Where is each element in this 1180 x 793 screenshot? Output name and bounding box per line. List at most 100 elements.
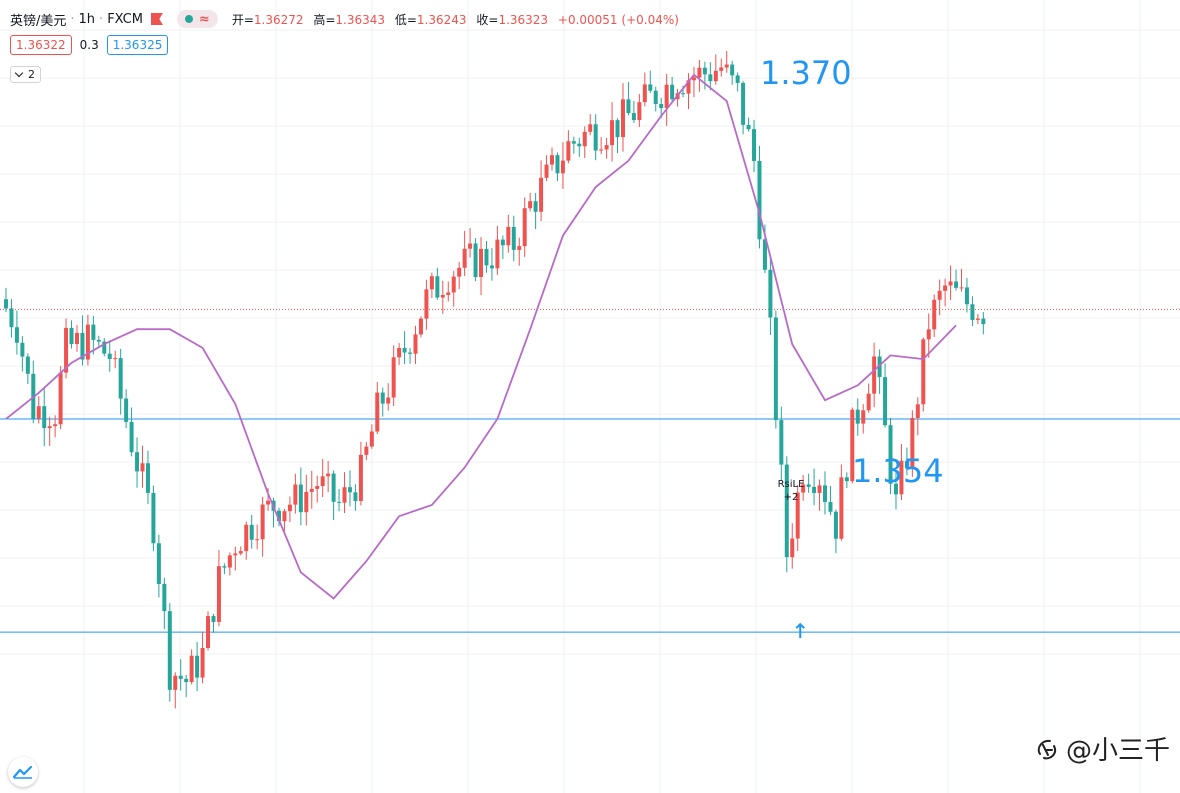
candle-body	[69, 327, 74, 345]
candle-body	[145, 463, 150, 493]
candle-body	[937, 290, 942, 300]
candle-body	[200, 648, 205, 678]
chart-header: 英镑/美元 · 1h · FXCM ≈ 开=1.36272 高=1.36343 …	[10, 9, 685, 29]
candlestick-series	[4, 50, 986, 709]
candle-body	[238, 551, 243, 554]
candle-body	[326, 473, 331, 477]
signal-label: RsiLE +2	[770, 478, 812, 504]
candle-body	[790, 538, 795, 558]
rsi-signal-marker	[795, 622, 805, 639]
candle-body	[484, 248, 489, 266]
market-open-icon	[184, 15, 193, 23]
candle-body	[975, 318, 980, 320]
candle-body	[402, 348, 407, 353]
candle-body	[773, 317, 778, 421]
candle-body	[730, 64, 735, 76]
candle-body	[331, 473, 336, 502]
candle-body	[735, 75, 740, 83]
candle-body	[697, 67, 702, 78]
candle-body	[593, 124, 598, 151]
candle-body	[293, 484, 298, 505]
buy-signal-arrow-icon	[795, 622, 805, 639]
candle-body	[135, 452, 140, 472]
candle-body	[648, 84, 653, 91]
candle-body	[823, 485, 827, 502]
support-annotation: 1.354	[852, 452, 944, 490]
candle-body	[495, 239, 500, 269]
candle-body	[227, 555, 232, 568]
candle-body	[768, 269, 773, 318]
tradingview-logo-icon[interactable]	[8, 757, 38, 787]
candle-body	[151, 492, 156, 544]
candle-body	[446, 292, 451, 295]
sell-price-button[interactable]: 1.36322	[10, 35, 72, 55]
candle-body	[337, 501, 342, 503]
candle-body	[216, 566, 221, 622]
candle-body	[91, 324, 96, 340]
candle-body	[315, 486, 320, 489]
candle-body	[408, 352, 413, 354]
candle-body	[533, 201, 538, 212]
candle-body	[342, 487, 347, 503]
candle-body	[20, 342, 25, 357]
candle-body	[610, 120, 615, 146]
candle-body	[244, 524, 249, 552]
candle-body	[812, 486, 817, 493]
candle-body	[566, 141, 571, 161]
candle-body	[795, 492, 800, 539]
candle-body	[184, 678, 189, 683]
candle-body	[353, 492, 358, 501]
candle-body	[539, 177, 544, 212]
candle-body	[686, 80, 691, 94]
candle-body	[844, 477, 849, 482]
candle-body	[741, 82, 746, 125]
candle-body	[282, 511, 287, 522]
candle-body	[719, 67, 724, 71]
broker-label: FXCM	[107, 11, 143, 27]
candle-body	[959, 287, 964, 289]
candle-body	[424, 289, 429, 319]
candle-body	[560, 160, 565, 174]
support-resistance-lines	[0, 308, 1180, 633]
candle-body	[899, 460, 904, 495]
price-change: +0.00051 (+0.04%)	[557, 12, 679, 27]
candle-body	[779, 420, 784, 465]
candle-body	[473, 243, 478, 277]
candle-body	[877, 356, 882, 378]
candle-body	[25, 356, 30, 374]
candle-body	[397, 348, 402, 358]
candle-body	[555, 155, 560, 174]
candle-body	[948, 281, 953, 286]
interval-label[interactable]: 1h	[78, 11, 96, 27]
candle-body	[839, 477, 844, 539]
candle-body	[489, 265, 494, 269]
candle-body	[64, 327, 69, 373]
candle-body	[418, 318, 423, 335]
candle-body	[883, 377, 888, 426]
candle-body	[167, 611, 172, 690]
candle-body	[861, 410, 866, 424]
candle-body	[926, 329, 931, 340]
market-status-pill[interactable]: ≈	[176, 10, 218, 28]
candle-body	[659, 103, 664, 109]
candle-body	[347, 487, 352, 493]
indicators-toggle[interactable]: 2	[10, 66, 41, 83]
candle-body	[102, 341, 107, 354]
candle-body	[544, 164, 549, 178]
weibo-logo-icon	[1037, 739, 1056, 759]
candle-body	[58, 372, 63, 425]
flag-icon[interactable]	[150, 13, 163, 25]
candle-body	[626, 99, 631, 114]
candle-body	[113, 358, 118, 360]
candle-body	[893, 483, 898, 495]
candle-body	[691, 77, 696, 81]
buy-price-button[interactable]: 1.36325	[106, 35, 169, 55]
candle-body	[369, 431, 374, 447]
candle-body	[47, 426, 52, 429]
candle-body	[664, 84, 669, 109]
candle-body	[178, 675, 183, 679]
symbol-name[interactable]: 英镑/美元	[10, 13, 67, 29]
resistance-annotation: 1.370	[760, 54, 852, 92]
